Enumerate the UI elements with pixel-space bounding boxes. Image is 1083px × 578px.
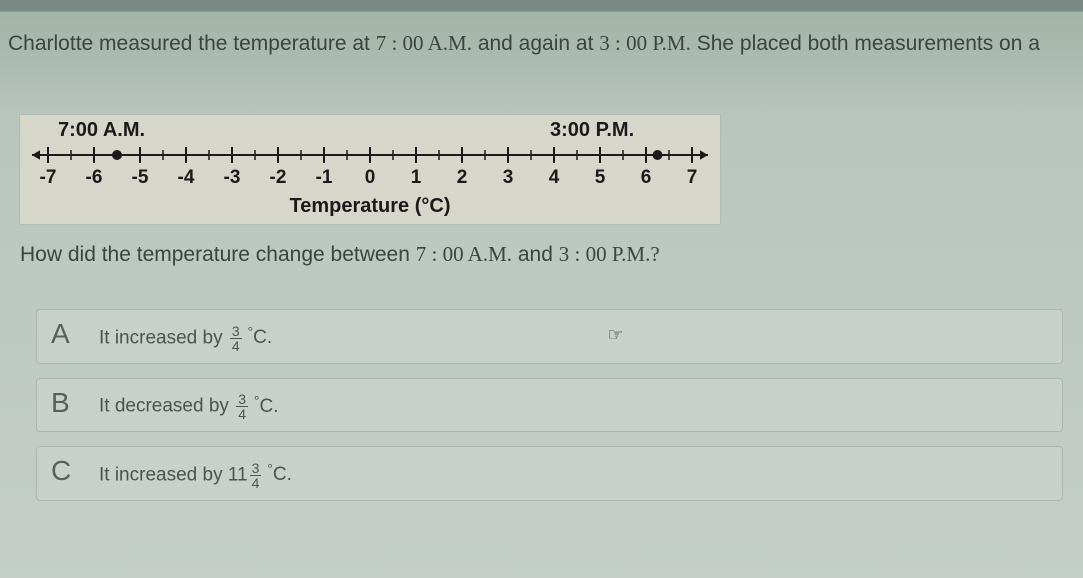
svg-text:-7: -7 — [40, 167, 57, 188]
fraction-numerator: 3 — [230, 324, 242, 339]
followup-t1: 7 : 00 A.M. — [416, 242, 512, 266]
numberline-label-right: 3:00 P.M. — [550, 119, 634, 142]
svg-text:-3: -3 — [224, 167, 241, 188]
answer-choice[interactable]: B It decreased by 34 °C. — [36, 378, 1063, 432]
choice-lead: It increased by — [99, 464, 228, 485]
fraction-denominator: 4 — [230, 339, 242, 353]
svg-text:-1: -1 — [316, 167, 333, 188]
svg-text:3: 3 — [503, 167, 514, 188]
fraction-numerator: 3 — [250, 461, 262, 476]
svg-text:2: 2 — [457, 167, 468, 188]
numberline-svg: -7 -6 -5 -4 -3 -2 -1 0 1 2 3 4 5 6 7 — [20, 141, 720, 197]
choice-tail: °C. — [244, 327, 273, 348]
svg-text:-6: -6 — [86, 167, 103, 188]
question-time2: 3 : 00 P.M. — [599, 31, 691, 55]
question-suffix: She placed both measurements on a — [697, 32, 1040, 55]
degree-symbol: ° — [263, 461, 273, 477]
choice-text: It increased by 34 °C. — [99, 324, 272, 353]
question-text: Charlotte measured the temperature at 7 … — [0, 12, 1083, 57]
numberline: 7:00 A.M. 3:00 P.M. -7 -6 -5 -4 -3 -2 -1 0 1 2 3 4 5… — [20, 115, 720, 224]
choice-whole: 11 — [228, 464, 248, 485]
svg-text:4: 4 — [549, 167, 560, 188]
svg-text:-2: -2 — [270, 167, 287, 188]
question-prefix: Charlotte measured the temperature at — [8, 32, 376, 55]
window-top-border — [0, 0, 1083, 12]
choice-letter: B — [51, 387, 77, 419]
unit-celsius: C. — [253, 327, 272, 348]
svg-text:5: 5 — [595, 167, 606, 188]
fraction-denominator: 4 — [250, 476, 262, 490]
answer-choices: AIt increased by 34 °C.☟BIt decreased by… — [36, 309, 1063, 500]
numberline-axis-title: Temperature (°C) — [20, 195, 720, 218]
question-time1: 7 : 00 A.M. — [376, 31, 472, 55]
unit-celsius: C. — [260, 396, 279, 417]
choice-lead: It decreased by — [99, 396, 234, 417]
numberline-label-left: 7:00 A.M. — [58, 119, 145, 142]
choice-lead: It increased by — [99, 327, 228, 348]
degree-symbol: ° — [250, 392, 260, 408]
svg-text:7: 7 — [687, 167, 698, 188]
choice-fraction: 34 — [236, 392, 248, 421]
unit-celsius: C. — [273, 464, 292, 485]
fraction-numerator: 3 — [236, 392, 248, 407]
numberline-label-row: 7:00 A.M. 3:00 P.M. — [20, 119, 720, 141]
question-mid: and again at — [478, 32, 599, 55]
followup-prefix: How did the temperature change between — [20, 243, 416, 266]
choice-letter: A — [51, 318, 77, 350]
pointer-cursor-icon: ☟ — [606, 329, 627, 340]
followup-t2: 3 : 00 P.M.? — [559, 242, 660, 266]
answer-choice[interactable]: A It increased by 34 °C. ☟ — [36, 309, 1063, 363]
degree-symbol: ° — [244, 324, 254, 340]
followup-text: How did the temperature change between 7… — [20, 242, 1083, 267]
choice-tail: °C. — [250, 396, 279, 417]
choice-fraction: 34 — [250, 461, 262, 490]
svg-text:0: 0 — [365, 167, 376, 188]
choice-tail: °C. — [263, 464, 292, 485]
svg-text:6: 6 — [641, 167, 652, 188]
followup-mid: and — [518, 243, 559, 266]
svg-text:1: 1 — [411, 167, 422, 188]
choice-text: It increased by 1134 °C. — [99, 461, 292, 490]
fraction-denominator: 4 — [236, 407, 248, 421]
choice-fraction: 34 — [230, 324, 242, 353]
svg-text:-4: -4 — [178, 167, 195, 188]
choice-letter: C — [51, 455, 77, 487]
answer-choice[interactable]: C It increased by 1134 °C. — [36, 446, 1063, 500]
choice-text: It decreased by 34 °C. — [99, 392, 279, 421]
svg-text:-5: -5 — [132, 167, 149, 188]
